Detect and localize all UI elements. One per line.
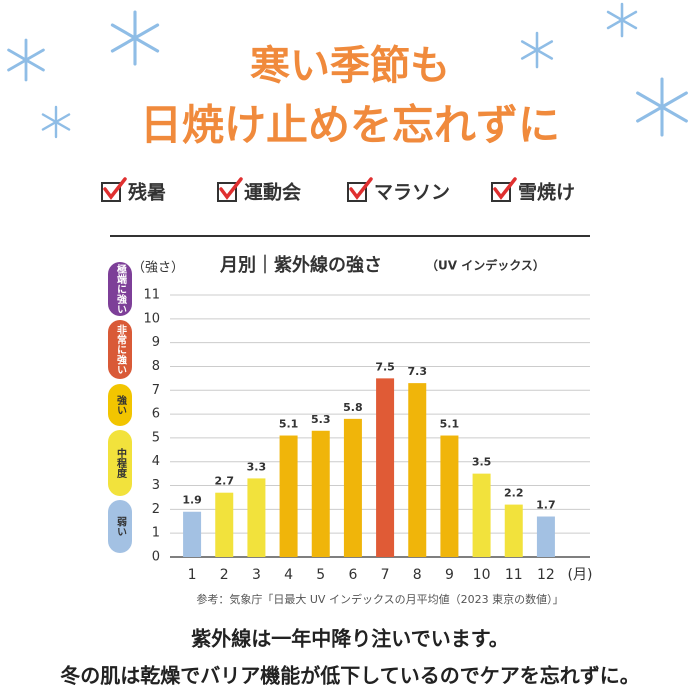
bar xyxy=(343,418,362,557)
footer-text: 冬の肌は乾燥でバリア機能が低下しているのでケアを忘れずに。 xyxy=(60,664,639,688)
check-label: マラソン xyxy=(374,182,450,204)
level-label: 弱い xyxy=(115,516,127,536)
value-label: 5.3 xyxy=(311,413,331,426)
check-list: 残暑 運動会 マラソン 雪焼け xyxy=(101,177,575,204)
chart-subtitle: （UV インデックス） xyxy=(426,258,545,273)
x-tick-label: 3 xyxy=(252,567,261,583)
bar xyxy=(504,504,523,557)
y-tick-label: 11 xyxy=(143,288,160,303)
level-label: 極端に強い xyxy=(115,263,127,314)
value-label: 7.3 xyxy=(408,365,428,378)
x-tick-label: 8 xyxy=(413,567,422,583)
level-pill xyxy=(108,500,132,553)
bar xyxy=(247,478,266,557)
bar xyxy=(472,473,491,557)
x-tick-label: 9 xyxy=(445,567,454,583)
x-tick-label: 5 xyxy=(316,567,325,583)
y-axis-label: （強さ） xyxy=(132,261,184,276)
headline: 寒い季節も xyxy=(250,43,450,89)
value-label: 5.1 xyxy=(440,418,460,431)
checkbox xyxy=(217,182,237,202)
x-tick-label: 7 xyxy=(381,567,390,583)
value-label: 2.2 xyxy=(504,487,524,500)
value-label: 1.7 xyxy=(536,499,556,512)
x-tick-label: 4 xyxy=(284,567,293,583)
y-tick-label: 7 xyxy=(152,383,160,398)
y-tick-label: 2 xyxy=(152,502,160,517)
chart-title: 月別｜紫外線の強さ xyxy=(219,254,382,276)
y-tick-label: 4 xyxy=(152,454,160,469)
bar xyxy=(215,492,234,557)
level-label: 非常に強い xyxy=(115,323,127,374)
level-pill xyxy=(108,320,132,379)
level-pill xyxy=(108,262,132,316)
snowflakes xyxy=(7,2,688,139)
y-tick-label: 10 xyxy=(143,311,160,326)
checkbox xyxy=(491,182,511,202)
x-tick-label: 12 xyxy=(537,567,555,583)
bar xyxy=(311,430,330,557)
value-label: 7.5 xyxy=(375,360,395,373)
y-tick-label: 3 xyxy=(152,478,160,493)
checkbox xyxy=(347,182,367,202)
headline: 日焼け止めを忘れずに xyxy=(140,101,560,150)
y-tick-label: 6 xyxy=(152,407,160,422)
check-mark xyxy=(493,177,517,200)
source-note: 参考：気象庁「日最大 UV インデックスの月平均値（2023 東京の数値）」 xyxy=(196,592,563,606)
bar xyxy=(183,511,202,557)
check-mark xyxy=(349,177,373,200)
bar xyxy=(408,383,427,557)
check-label: 残暑 xyxy=(128,181,166,204)
bar xyxy=(440,435,459,557)
x-axis-label: (月) xyxy=(568,567,593,583)
footer-text: 紫外線は一年中降り注いでいます。 xyxy=(191,627,508,651)
value-label: 3.3 xyxy=(247,460,267,473)
y-tick-label: 8 xyxy=(152,359,160,374)
check-label: 運動会 xyxy=(244,181,301,204)
level-label: 強い xyxy=(115,394,127,415)
check-mark xyxy=(219,177,243,200)
bar xyxy=(279,435,298,557)
x-tick-label: 11 xyxy=(505,567,523,583)
x-tick-label: 10 xyxy=(473,567,491,583)
bar xyxy=(536,516,555,557)
value-label: 3.5 xyxy=(472,456,492,469)
level-pill xyxy=(108,384,132,426)
y-tick-label: 0 xyxy=(152,550,160,565)
check-mark xyxy=(103,177,127,200)
value-label: 5.1 xyxy=(279,418,299,431)
checkbox xyxy=(101,182,121,202)
y-tick-label: 5 xyxy=(152,430,160,445)
bar xyxy=(376,378,395,557)
y-tick-label: 1 xyxy=(152,526,160,541)
value-label: 2.7 xyxy=(215,475,235,488)
level-label: 中程度 xyxy=(115,447,127,479)
value-label: 5.8 xyxy=(343,401,363,414)
x-tick-label: 2 xyxy=(220,567,229,583)
x-tick-label: 6 xyxy=(348,567,357,583)
x-tick-label: 1 xyxy=(188,567,197,583)
y-tick-label: 9 xyxy=(152,335,160,350)
plot: 0123456789101111.922.733.345.155.365.877… xyxy=(143,288,590,583)
check-label: 雪焼け xyxy=(518,181,575,204)
value-label: 1.9 xyxy=(182,494,202,507)
level-pill xyxy=(108,430,132,496)
